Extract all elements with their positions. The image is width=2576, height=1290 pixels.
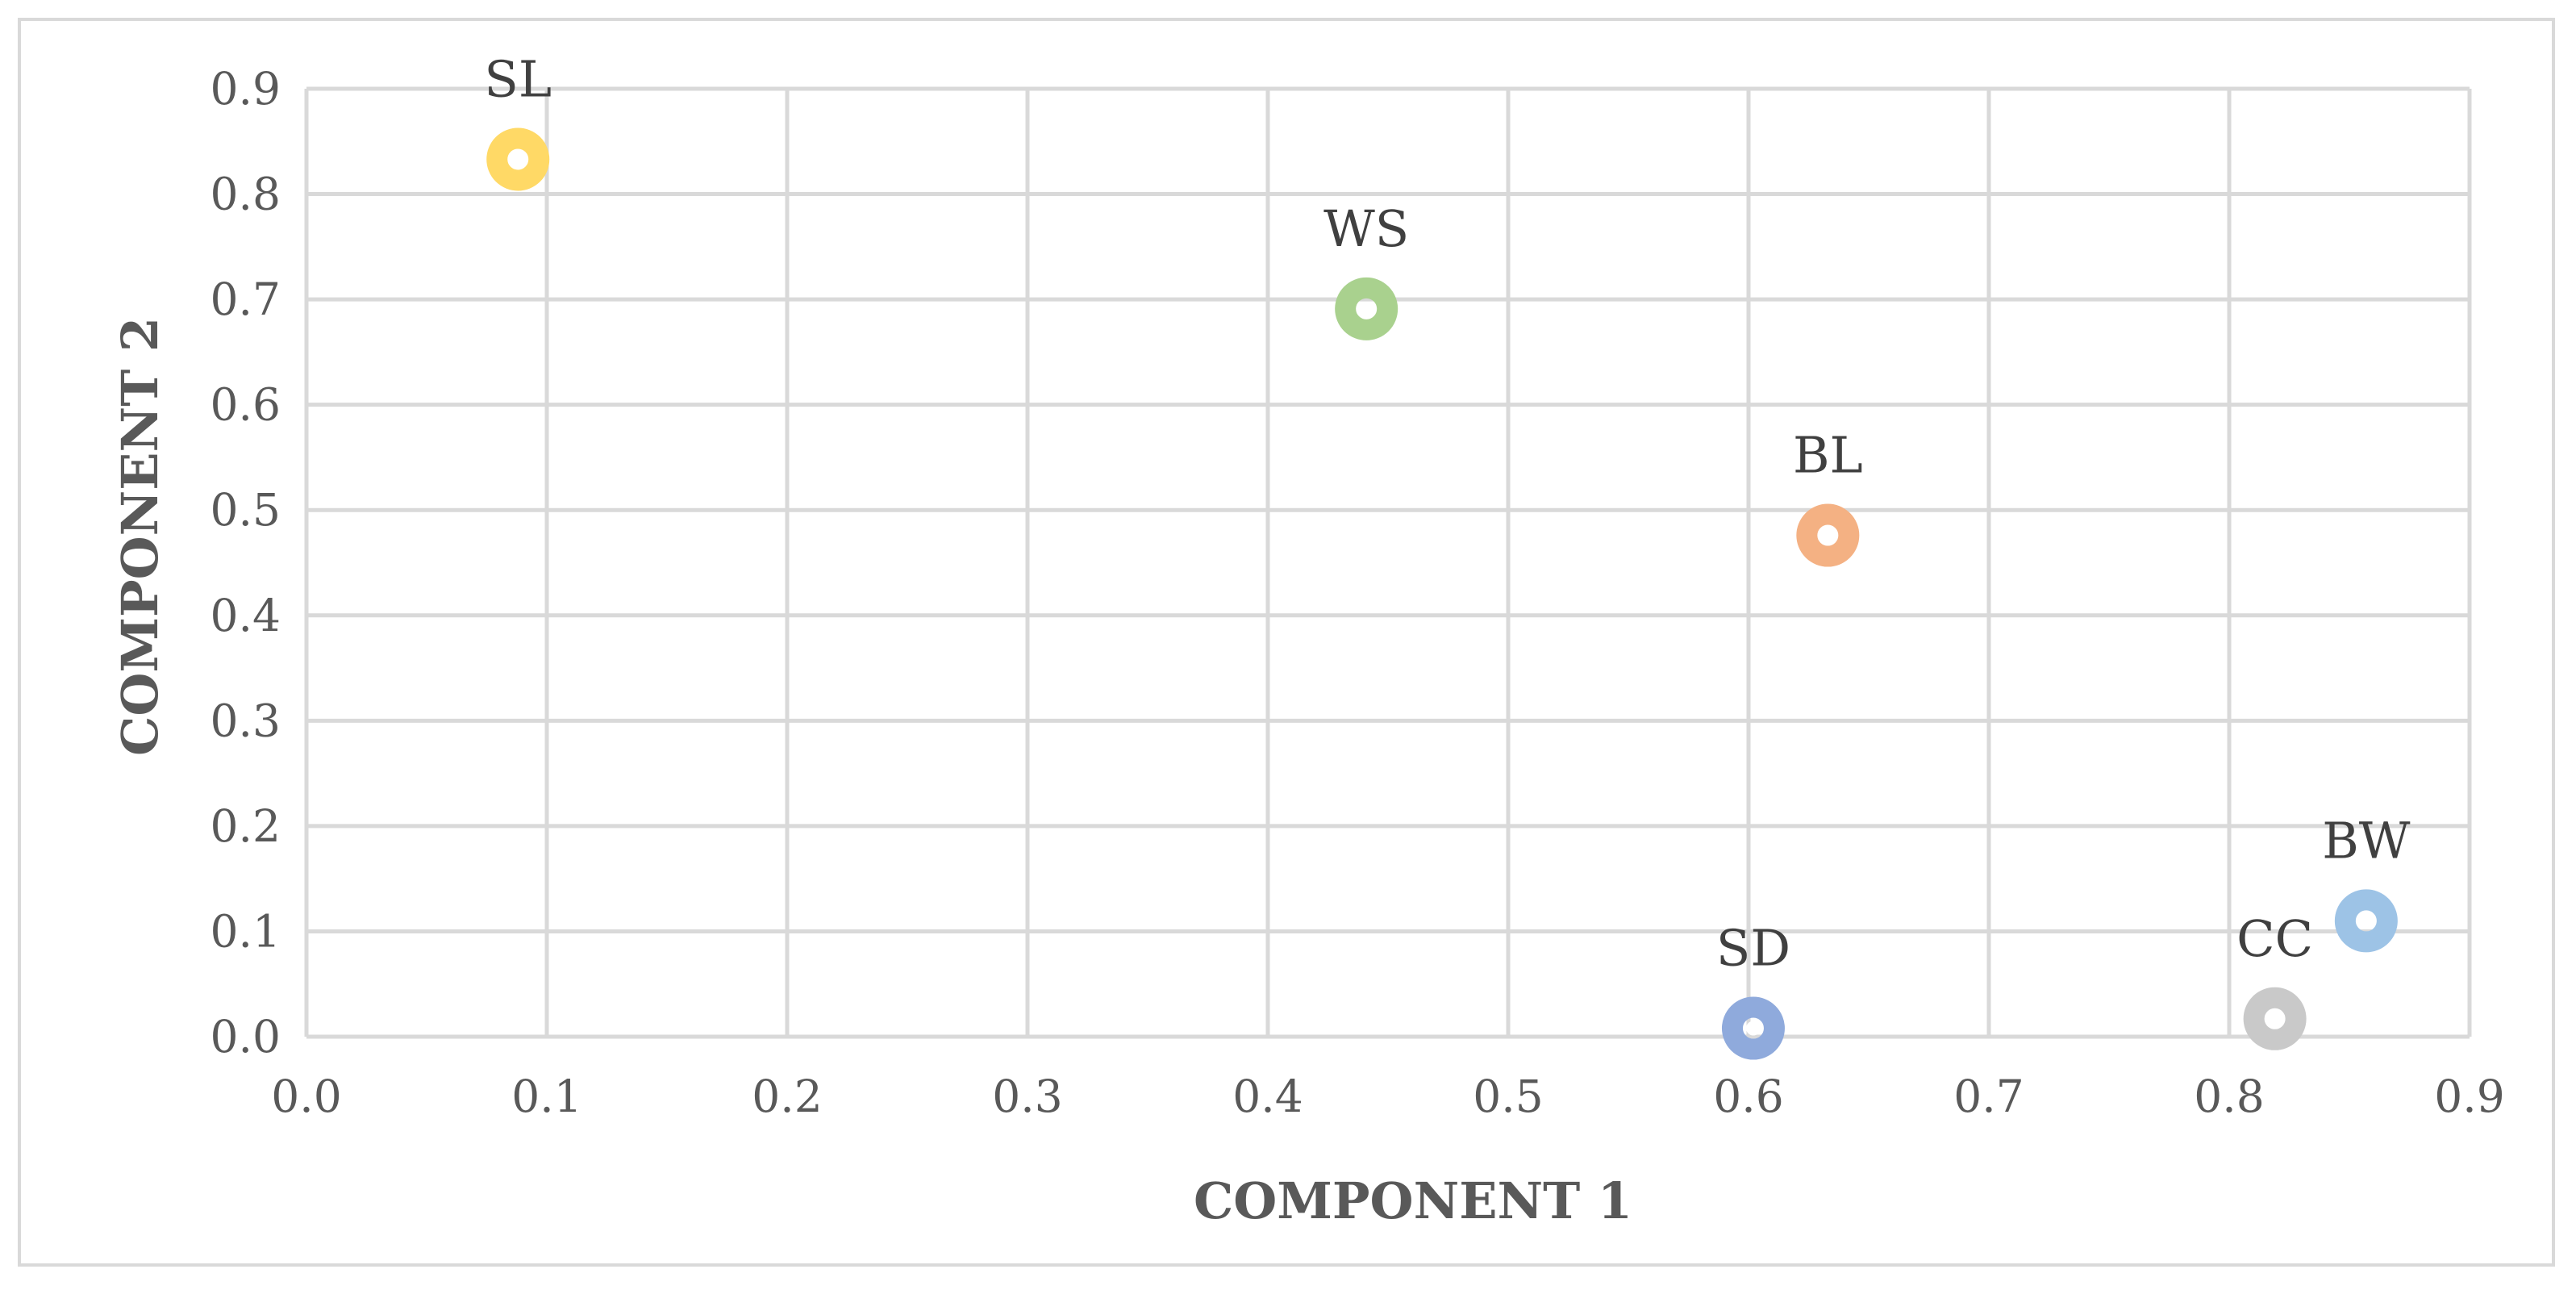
point-label: BW (2322, 811, 2411, 870)
point-label: CC (2236, 909, 2313, 968)
point-marker (2243, 987, 2307, 1050)
y-tick-label: 0.5 (210, 484, 281, 536)
point-label: WS (1323, 199, 1409, 258)
x-tick-label: 0.8 (2194, 1071, 2264, 1122)
data-point-bl: BL (1793, 426, 1863, 567)
x-tick-label: 0.2 (752, 1071, 822, 1122)
x-tick-label: 0.3 (992, 1071, 1062, 1122)
x-tick-label: 0.6 (1713, 1071, 1783, 1122)
x-tick-label: 0.7 (1953, 1071, 2024, 1122)
x-tick-label: 0.1 (511, 1071, 581, 1122)
point-marker-center (2358, 913, 2374, 929)
data-point-cc: CC (2236, 909, 2313, 1050)
tick-labels: 0.0 0.1 0.2 0.3 0.4 0.5 0.6 0.7 0.8 0.9 0.0 0.1 0.2 0… (210, 63, 2505, 1122)
point-marker-center (2267, 1011, 2282, 1026)
y-axis-title: COMPONENT 2 (110, 317, 169, 756)
y-tick-label: 0.6 (210, 379, 281, 431)
y-tick-label: 0.8 (210, 169, 281, 220)
point-marker (1335, 277, 1398, 340)
y-tick-label: 0.9 (210, 63, 281, 115)
data-point-bw: BW (2322, 811, 2411, 953)
x-tick-label: 0.4 (1232, 1071, 1303, 1122)
data-point-ws: WS (1323, 199, 1409, 340)
x-tick-label: 0.5 (1473, 1071, 1543, 1122)
point-marker (486, 127, 550, 191)
chart-frame (18, 18, 2555, 1267)
point-label: BL (1793, 426, 1863, 485)
point-marker-center (1745, 1021, 1761, 1036)
x-tick-label: 0.0 (271, 1071, 341, 1122)
y-tick-label: 0.1 (210, 905, 281, 957)
y-tick-label: 0.2 (210, 800, 281, 852)
x-tick-label: 0.9 (2434, 1071, 2504, 1122)
y-tick-label: 0.7 (210, 273, 281, 325)
point-label: SL (484, 49, 552, 108)
point-marker-center (1359, 301, 1374, 316)
y-tick-label: 0.0 (210, 1011, 281, 1062)
point-marker-center (1820, 528, 1836, 543)
point-marker-center (511, 152, 526, 167)
point-label: SD (1716, 919, 1790, 978)
point-marker (1796, 503, 1860, 567)
data-point-sl: SL (484, 49, 552, 191)
y-tick-label: 0.3 (210, 695, 281, 746)
data-point-sd: SD (1716, 919, 1790, 1060)
point-marker (1721, 996, 1785, 1060)
y-tick-label: 0.4 (210, 590, 281, 641)
point-marker (2334, 889, 2398, 953)
x-axis-title: COMPONENT 1 (1194, 1171, 1632, 1230)
